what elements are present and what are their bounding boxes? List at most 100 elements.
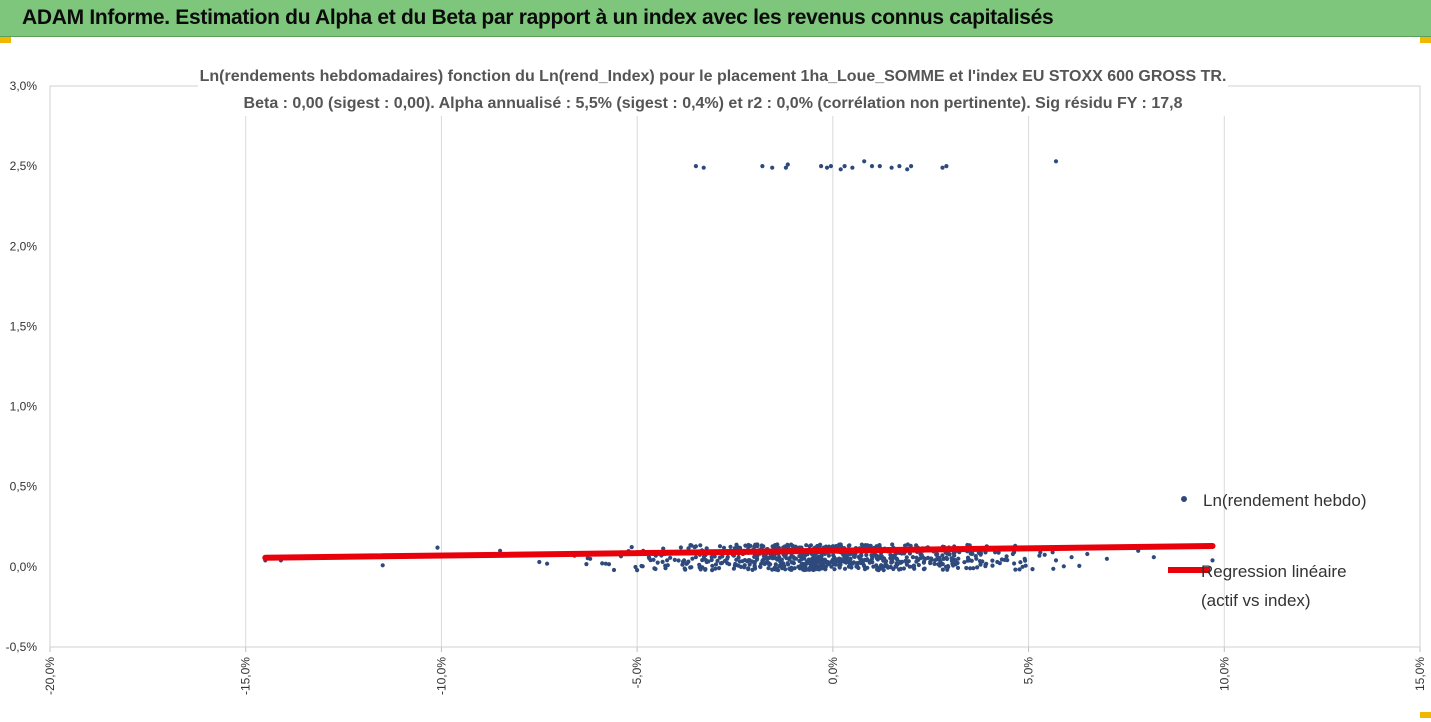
data-point: [1017, 567, 1022, 572]
data-point: [850, 560, 855, 566]
data-point: [787, 566, 792, 571]
data-point: [1069, 555, 1074, 560]
data-point: [832, 562, 837, 567]
data-point: [952, 558, 958, 563]
data-point: [846, 564, 852, 569]
data-point: [969, 558, 974, 563]
legend-label-regression-line1: Regression linéaire: [1201, 562, 1347, 581]
x-tick-label: -10,0%: [434, 657, 448, 695]
data-point: [932, 561, 937, 567]
data-point: [606, 562, 612, 567]
data-point: [676, 558, 681, 563]
data-point: [884, 563, 889, 568]
data-point: [684, 561, 689, 566]
data-point: [748, 543, 753, 549]
data-point: [652, 566, 657, 571]
data-point: [792, 566, 797, 571]
data-point: [832, 567, 837, 572]
chart-title: Ln(rendements hebdomadaires) fonction du…: [200, 68, 1227, 85]
data-point: [864, 552, 869, 558]
data-point: [700, 558, 705, 563]
data-point: [1051, 566, 1056, 571]
data-point: [850, 165, 855, 170]
data-point: [797, 566, 802, 571]
data-point: [833, 544, 838, 549]
data-point: [940, 165, 945, 170]
regression-line: [262, 543, 1216, 561]
data-point: [929, 556, 934, 561]
data-point: [874, 553, 880, 558]
data-point: [826, 560, 831, 565]
data-point: [635, 568, 640, 573]
report-title: ADAM Informe. Estimation du Alpha et du …: [22, 6, 1054, 29]
data-point: [758, 564, 763, 569]
data-point: [584, 562, 589, 567]
data-point: [867, 559, 872, 564]
data-point: [766, 562, 772, 567]
data-point: [793, 556, 799, 561]
data-point: [785, 162, 790, 167]
data-point: [725, 561, 730, 566]
data-point: [692, 545, 697, 550]
data-point: [975, 565, 980, 570]
legend-label-points: Ln(rendement hebdo): [1203, 491, 1367, 510]
data-point: [978, 551, 984, 556]
data-point: [916, 562, 921, 568]
data-point: [713, 566, 718, 571]
data-point: [783, 165, 789, 170]
data-point: [856, 554, 861, 560]
data-point: [1037, 553, 1042, 558]
data-point: [693, 555, 699, 560]
data-point: [1085, 551, 1090, 557]
data-point: [815, 543, 820, 549]
data-point: [819, 164, 824, 169]
data-point: [738, 564, 744, 570]
data-point: [964, 565, 969, 571]
data-point: [545, 561, 550, 566]
data-point: [1053, 558, 1059, 563]
data-point: [709, 557, 714, 563]
data-point: [824, 165, 830, 170]
data-point: [888, 556, 893, 561]
data-point: [715, 558, 720, 563]
data-point: [734, 557, 739, 562]
data-point: [750, 559, 755, 564]
data-point: [747, 562, 752, 567]
data-point: [909, 164, 914, 169]
data-point: [690, 556, 695, 561]
data-point: [760, 558, 765, 564]
chart-subtitle: Beta : 0,00 (sigest : 0,00). Alpha annua…: [244, 95, 1183, 112]
data-point: [1104, 556, 1109, 561]
data-point: [678, 545, 684, 550]
data-point: [611, 567, 617, 573]
data-point: [903, 543, 908, 548]
data-point: [1210, 558, 1215, 563]
data-point: [918, 552, 923, 557]
data-point: [921, 559, 927, 564]
data-point: [842, 164, 847, 169]
y-tick-label: 0,0%: [10, 560, 38, 574]
y-tick-label: 1,0%: [10, 400, 38, 414]
data-point: [974, 556, 979, 561]
data-point: [731, 566, 737, 571]
data-point: [680, 559, 686, 564]
data-point: [823, 565, 828, 570]
title-background: [198, 62, 1228, 116]
data-point: [716, 566, 722, 571]
data-point: [990, 563, 995, 568]
x-axis-labels: -20,0% -15,0% -10,0% -5,0% 0,0% 5,0% 10,0% 15,0…: [43, 657, 1427, 695]
data-point: [815, 566, 820, 572]
x-tick-label: 0,0%: [826, 657, 840, 685]
data-point: [755, 544, 760, 549]
y-tick-label: -0,5%: [6, 640, 38, 654]
regression-line-group: [262, 543, 1216, 561]
data-point: [875, 566, 880, 571]
corner-marker-right: [1420, 37, 1431, 43]
data-point: [688, 543, 693, 548]
data-point: [839, 544, 844, 549]
legend-marker-points: [1181, 496, 1187, 502]
data-point: [762, 561, 767, 567]
data-point: [945, 564, 951, 569]
data-point: [665, 563, 670, 568]
data-point: [888, 564, 893, 570]
